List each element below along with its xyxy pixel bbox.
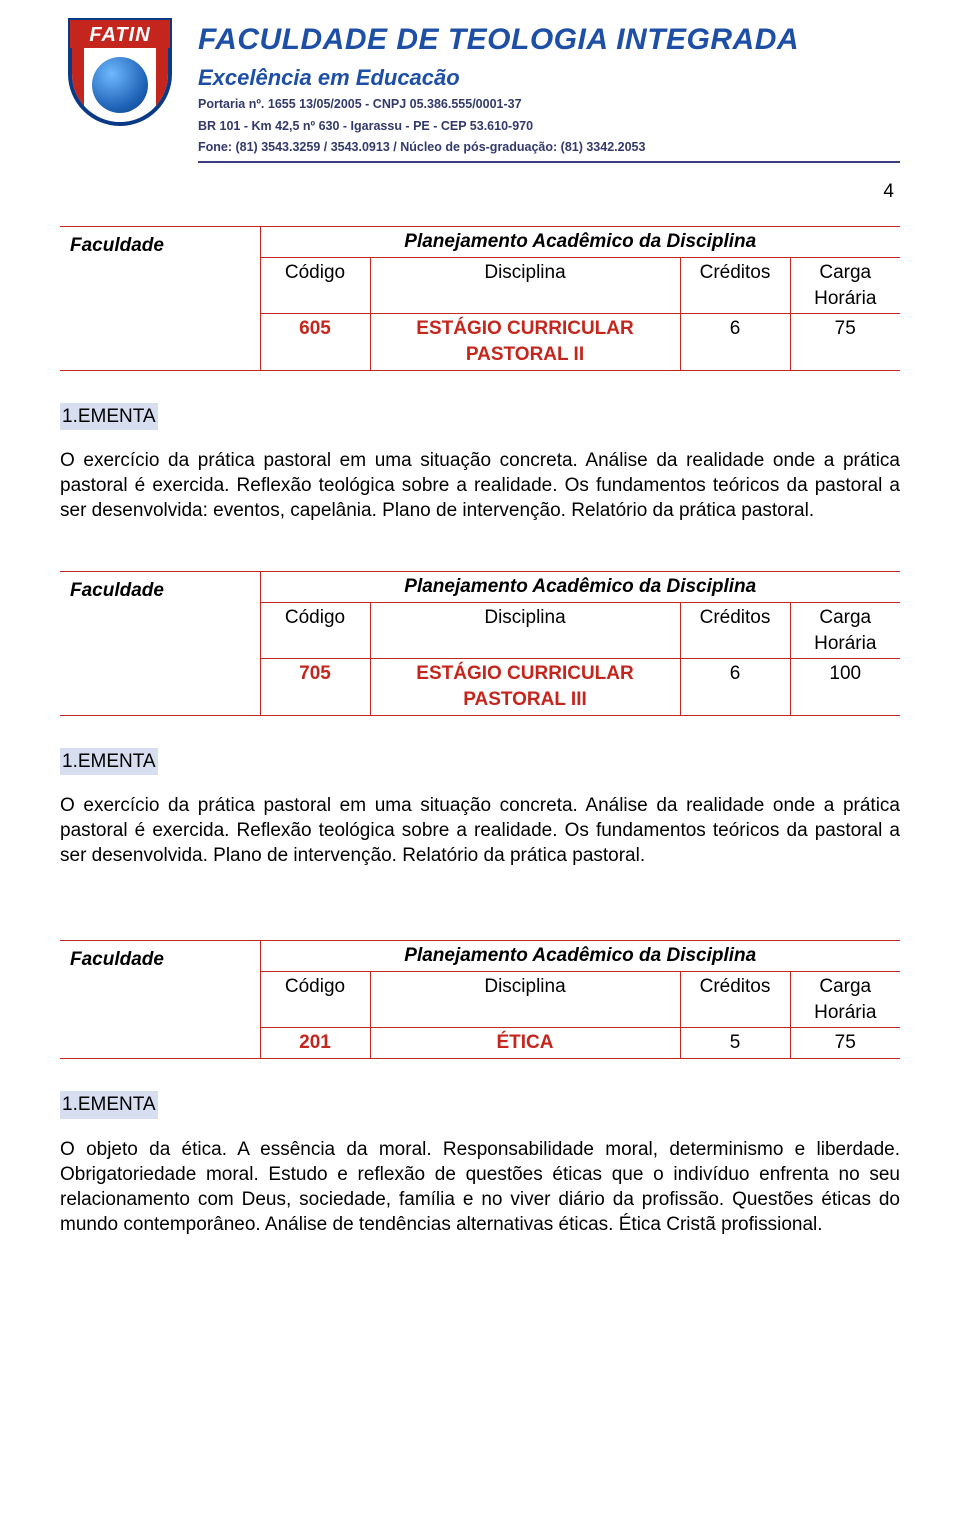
col-codigo: Código <box>260 603 370 659</box>
letterhead-divider <box>198 161 900 163</box>
institution-subtitle: Excelência em Educacão <box>198 63 900 93</box>
disciplina-value: ESTÁGIO CURRICULARPASTORAL II <box>370 314 680 370</box>
carga-value: 75 <box>790 1028 900 1059</box>
discipline-table-3: Faculdade Planejamento Acadêmico da Disc… <box>60 940 900 1059</box>
ementa-heading-3: 1.EMENTA <box>60 1091 158 1119</box>
institution-detail-2: BR 101 - Km 42,5 nº 630 - Igarassu - PE … <box>198 118 900 136</box>
ementa-body-2: O exercício da prática pastoral em uma s… <box>60 793 900 868</box>
logo-text: FATIN <box>68 18 172 48</box>
creditos-value: 6 <box>680 314 790 370</box>
planejamento-header: Planejamento Acadêmico da Disciplina <box>260 227 900 258</box>
col-disciplina: Disciplina <box>370 603 680 659</box>
col-creditos: Créditos <box>680 603 790 659</box>
col-carga-horaria: CargaHorária <box>790 603 900 659</box>
faculdade-label: Faculdade <box>60 572 260 715</box>
col-creditos: Créditos <box>680 257 790 313</box>
page-number: 4 <box>60 179 894 205</box>
codigo-value: 201 <box>260 1028 370 1059</box>
disciplina-value: ESTÁGIO CURRICULARPASTORAL III <box>370 659 680 715</box>
ementa-body-3: O objeto da ética. A essência da moral. … <box>60 1137 900 1237</box>
col-carga-horaria: CargaHorária <box>790 257 900 313</box>
col-codigo: Código <box>260 257 370 313</box>
disciplina-value: ÉTICA <box>370 1028 680 1059</box>
discipline-table-1: Faculdade Planejamento Acadêmico da Disc… <box>60 226 900 370</box>
institution-detail-1: Portaria nº. 1655 13/05/2005 - CNPJ 05.3… <box>198 96 900 114</box>
institution-detail-3: Fone: (81) 3543.3259 / 3543.0913 / Núcle… <box>198 139 900 157</box>
ementa-heading-2: 1.EMENTA <box>60 748 158 776</box>
codigo-value: 705 <box>260 659 370 715</box>
creditos-value: 5 <box>680 1028 790 1059</box>
faculdade-label: Faculdade <box>60 941 260 1059</box>
codigo-value: 605 <box>260 314 370 370</box>
col-codigo: Código <box>260 972 370 1028</box>
letterhead: FATIN FACULDADE DE TEOLOGIA INTEGRADA Ex… <box>60 18 900 171</box>
ementa-heading-1: 1.EMENTA <box>60 403 158 431</box>
creditos-value: 6 <box>680 659 790 715</box>
planejamento-header: Planejamento Acadêmico da Disciplina <box>260 941 900 972</box>
col-disciplina: Disciplina <box>370 257 680 313</box>
ementa-body-1: O exercício da prática pastoral em uma s… <box>60 448 900 523</box>
col-carga-horaria: CargaHorária <box>790 972 900 1028</box>
logo-shield-icon <box>68 48 172 126</box>
institution-logo: FATIN <box>60 18 180 126</box>
carga-value: 75 <box>790 314 900 370</box>
carga-value: 100 <box>790 659 900 715</box>
institution-title: FACULDADE DE TEOLOGIA INTEGRADA <box>198 20 900 61</box>
globe-icon <box>92 57 148 113</box>
col-disciplina: Disciplina <box>370 972 680 1028</box>
col-creditos: Créditos <box>680 972 790 1028</box>
planejamento-header: Planejamento Acadêmico da Disciplina <box>260 572 900 603</box>
discipline-table-2: Faculdade Planejamento Acadêmico da Disc… <box>60 571 900 715</box>
faculdade-label: Faculdade <box>60 227 260 370</box>
